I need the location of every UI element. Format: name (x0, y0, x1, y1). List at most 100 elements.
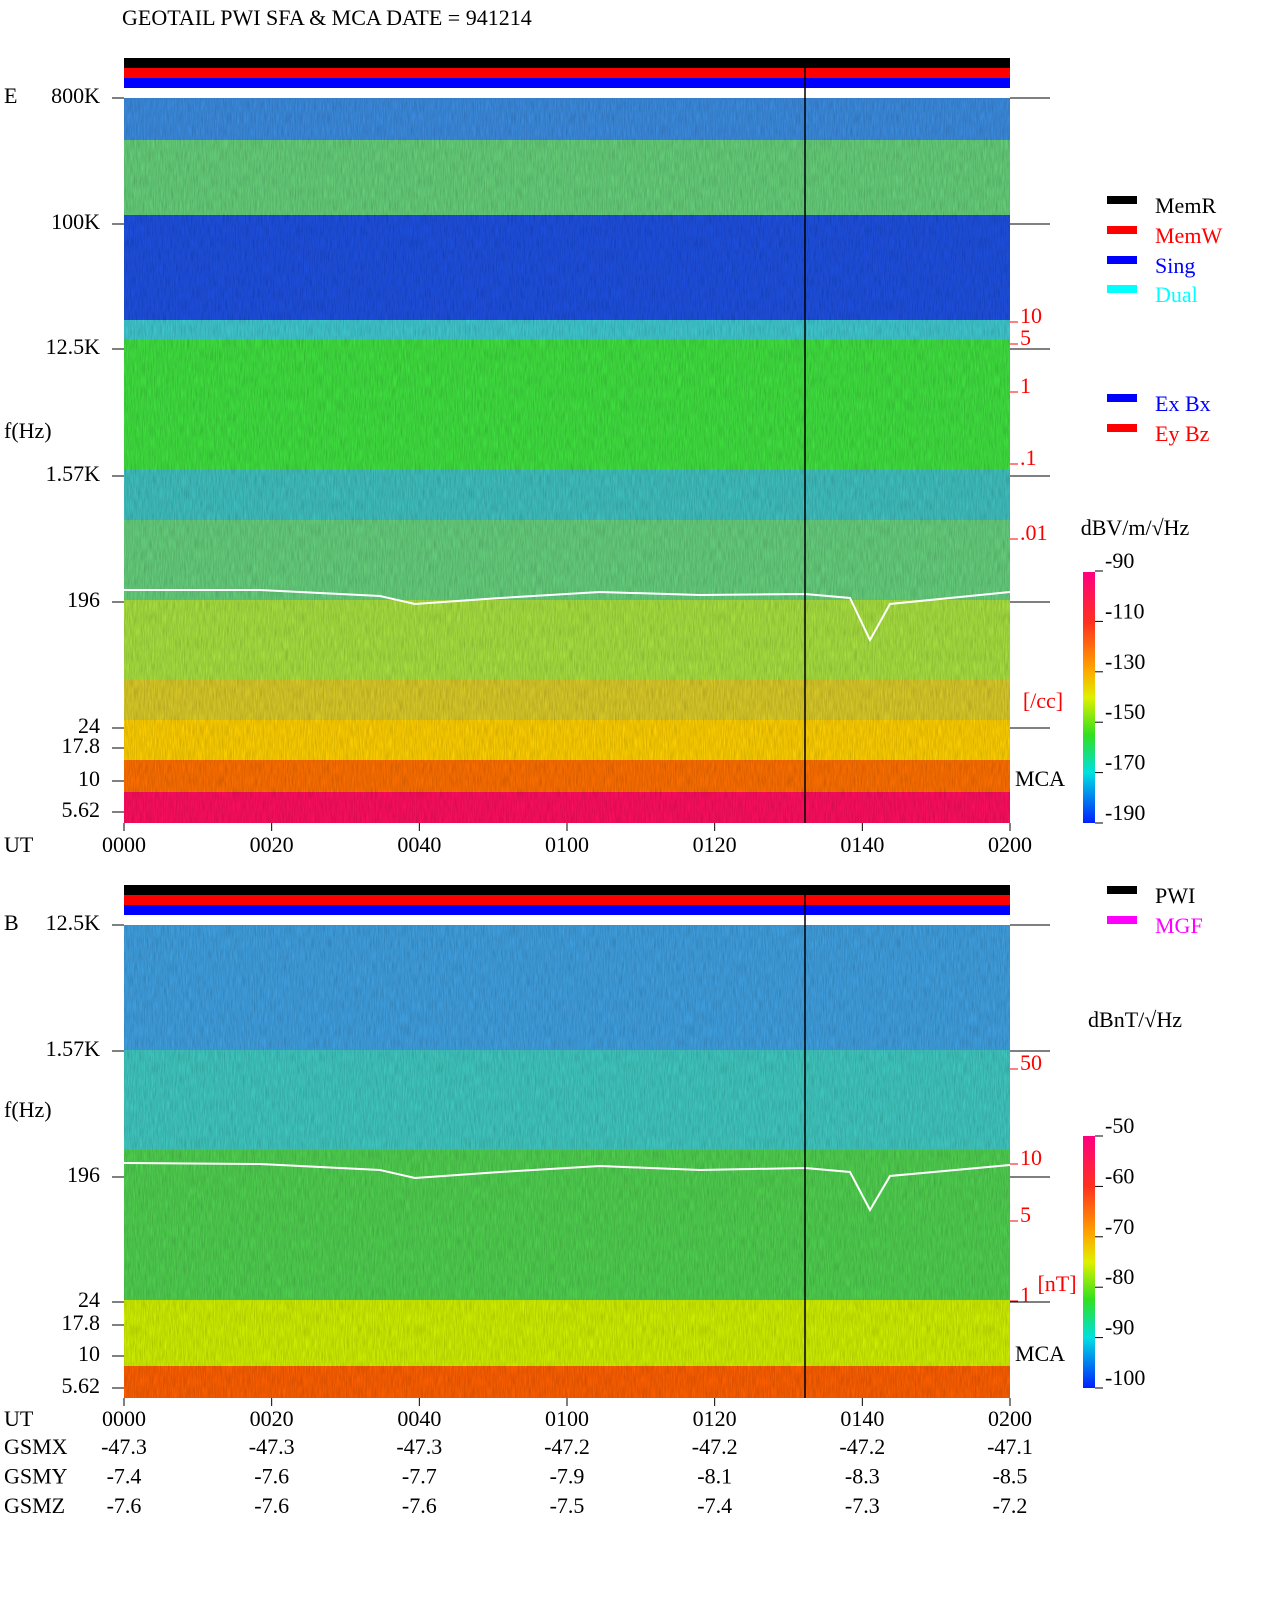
orbit-value: -7.7 (402, 1464, 437, 1489)
colorbar (1083, 572, 1095, 823)
plasma-line-e (124, 589, 1011, 643)
time-tick-label: 0040 (397, 832, 441, 857)
freq-tick-label: 100K (51, 209, 100, 234)
orbit-value: -7.5 (550, 1493, 585, 1518)
mca-label: MCA (1015, 766, 1065, 791)
orbit-value: -7.6 (254, 1493, 289, 1518)
orbit-value: -8.5 (993, 1464, 1028, 1489)
colorbar-tick-label: -90 (1105, 548, 1134, 573)
time-tick-label: 0000 (102, 832, 146, 857)
freq-tick-label: 12.5K (46, 334, 101, 359)
spectrogram-e (124, 98, 1010, 823)
legend-swatch (1107, 285, 1137, 293)
legend-swatch (1107, 886, 1137, 894)
legend-label: MGF (1155, 913, 1203, 938)
colorbar-tick-label: -130 (1105, 649, 1145, 674)
time-tick-label: 0100 (545, 1406, 589, 1431)
freq-tick-label: 17.8 (62, 733, 101, 758)
orbit-value: -47.3 (249, 1434, 295, 1459)
orbit-label: GSMZ (4, 1493, 65, 1518)
legend-swatch (1107, 916, 1137, 924)
orbit-value: -8.1 (697, 1464, 732, 1489)
panel-label: B (4, 910, 19, 935)
time-axis-label: UT (4, 1406, 34, 1431)
y-axis-label: f(Hz) (4, 1097, 52, 1122)
orbit-value: -7.3 (845, 1493, 880, 1518)
colorbar-tick-label: -150 (1105, 699, 1145, 724)
orbit-value: -8.3 (845, 1464, 880, 1489)
colorbar-tick-label: -50 (1105, 1113, 1134, 1138)
orbit-value: -7.4 (697, 1493, 732, 1518)
time-tick-label: 0020 (250, 1406, 294, 1431)
freq-tick-label: 12.5K (46, 910, 101, 935)
colorbar-tick-label: -100 (1105, 1365, 1145, 1390)
orbit-value: -7.6 (107, 1493, 142, 1518)
legend-label: MemR (1155, 193, 1216, 218)
colorbar-tick-label: -60 (1105, 1163, 1134, 1188)
orbit-value: -7.6 (254, 1464, 289, 1489)
freq-tick-label: 800K (51, 83, 100, 108)
orbit-label: GSMX (4, 1434, 68, 1459)
time-tick-label: 0120 (693, 832, 737, 857)
density-tick-label: 10 (1020, 303, 1042, 328)
colorbar-tick-label: -70 (1105, 1214, 1134, 1239)
density-tick-label: 10 (1020, 1145, 1042, 1170)
panel-label: E (4, 83, 17, 108)
freq-tick-label: 5.62 (62, 797, 101, 822)
time-tick-label: 0140 (840, 832, 884, 857)
freq-tick-label: 196 (67, 1162, 100, 1187)
freq-tick-label: 1.57K (46, 461, 101, 486)
density-tick-label: 50 (1020, 1050, 1042, 1075)
orbit-value: -47.3 (101, 1434, 147, 1459)
freq-tick-label: 24 (78, 1287, 100, 1312)
orbit-label: GSMY (4, 1464, 68, 1489)
orbit-value: -47.2 (692, 1434, 738, 1459)
density-tick-label: .01 (1020, 520, 1048, 545)
density-tick-label: .1 (1020, 445, 1037, 470)
freq-tick-label: 196 (67, 587, 100, 612)
freq-tick-label: 5.62 (62, 1373, 101, 1398)
colorbar-tick-label: -170 (1105, 750, 1145, 775)
legend-swatch (1107, 394, 1137, 402)
density-tick-label: 1 (1020, 1282, 1031, 1307)
orbit-value: -47.2 (839, 1434, 885, 1459)
colorbar-tick-label: -80 (1105, 1264, 1134, 1289)
density-tick-label: 1 (1020, 373, 1031, 398)
colorbar (1083, 1136, 1095, 1388)
mca-label: MCA (1015, 1341, 1065, 1366)
legend-label: Dual (1155, 282, 1198, 307)
orbit-value: -7.9 (550, 1464, 585, 1489)
time-tick-label: 0000 (102, 1406, 146, 1431)
freq-tick-label: 17.8 (62, 1310, 101, 1335)
legend-swatch (1107, 196, 1137, 204)
time-tick-label: 0120 (693, 1406, 737, 1431)
density-unit: [nT] (1037, 1271, 1076, 1296)
time-tick-label: 0140 (840, 1406, 884, 1431)
orbit-value: -47.1 (987, 1434, 1033, 1459)
time-tick-label: 0100 (545, 832, 589, 857)
plasma-line-b (123, 1162, 1011, 1213)
legend-label: Ey Bz (1155, 421, 1210, 446)
time-tick-label: 0200 (988, 1406, 1032, 1431)
freq-tick-label: 10 (78, 1341, 100, 1366)
legend-swatch (1107, 256, 1137, 264)
legend-label: PWI (1155, 883, 1195, 908)
legend-label: Sing (1155, 253, 1195, 278)
freq-tick-label: 24 (78, 713, 100, 738)
legend-swatch (1107, 424, 1137, 432)
legend-label: MemW (1155, 223, 1222, 248)
time-tick-label: 0200 (988, 832, 1032, 857)
legend-label: Ex Bx (1155, 391, 1211, 416)
time-axis-label: UT (4, 832, 34, 857)
colorbar-tick-label: -190 (1105, 800, 1145, 825)
density-tick-label: 5 (1020, 325, 1031, 350)
status-bars (124, 58, 1010, 915)
orbit-value: -47.2 (544, 1434, 590, 1459)
title: GEOTAIL PWI SFA & MCA DATE = 941214 (122, 5, 532, 30)
time-tick-label: 0040 (397, 1406, 441, 1431)
orbit-value: -7.4 (107, 1464, 142, 1489)
time-tick-label: 0020 (250, 832, 294, 857)
colorbar-tick-label: -110 (1105, 598, 1145, 623)
colorbar-tick-label: -90 (1105, 1315, 1134, 1340)
